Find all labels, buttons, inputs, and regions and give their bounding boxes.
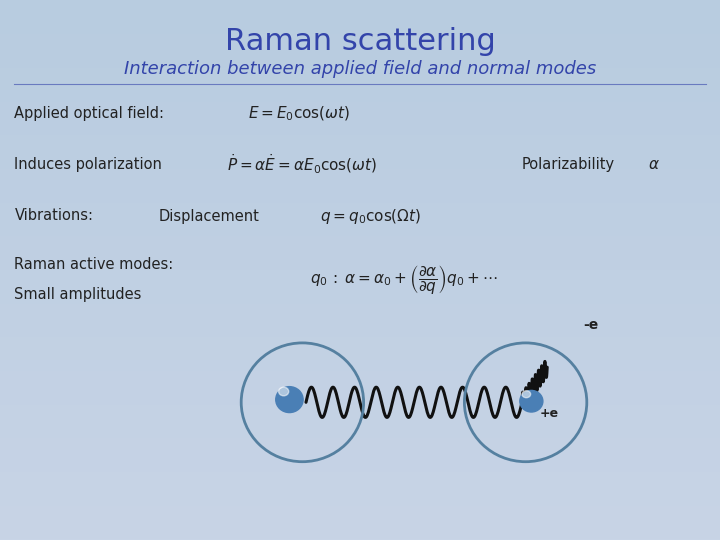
Text: $\alpha$: $\alpha$ [648, 157, 660, 172]
Text: $q_0\,:\;\alpha = \alpha_0 + \left(\dfrac{\partial\alpha}{\partial q}\right) q_0: $q_0\,:\;\alpha = \alpha_0 + \left(\dfra… [310, 263, 498, 296]
Text: Interaction between applied field and normal modes: Interaction between applied field and no… [124, 60, 596, 78]
Text: Applied optical field:: Applied optical field: [14, 106, 164, 121]
Text: $E = E_0 \cos(\omega t)$: $E = E_0 \cos(\omega t)$ [248, 104, 351, 123]
Text: $q = q_0 \cos(\Omega t)$: $q = q_0 \cos(\Omega t)$ [320, 206, 421, 226]
Ellipse shape [276, 387, 303, 413]
Text: -e: -e [583, 318, 598, 332]
Text: $\dot{P} = \alpha\dot{E} = \alpha E_0 \cos(\omega t)$: $\dot{P} = \alpha\dot{E} = \alpha E_0 \c… [227, 153, 377, 177]
Text: Polarizability: Polarizability [522, 157, 615, 172]
Text: Raman active modes:: Raman active modes: [14, 257, 174, 272]
Text: Small amplitudes: Small amplitudes [14, 287, 142, 302]
Text: +e: +e [540, 407, 559, 420]
Text: Vibrations:: Vibrations: [14, 208, 94, 224]
Ellipse shape [279, 387, 289, 396]
Ellipse shape [520, 390, 543, 412]
Ellipse shape [522, 391, 531, 397]
Text: Induces polarization: Induces polarization [14, 157, 162, 172]
Text: Displacement: Displacement [158, 208, 259, 224]
Text: Raman scattering: Raman scattering [225, 27, 495, 56]
